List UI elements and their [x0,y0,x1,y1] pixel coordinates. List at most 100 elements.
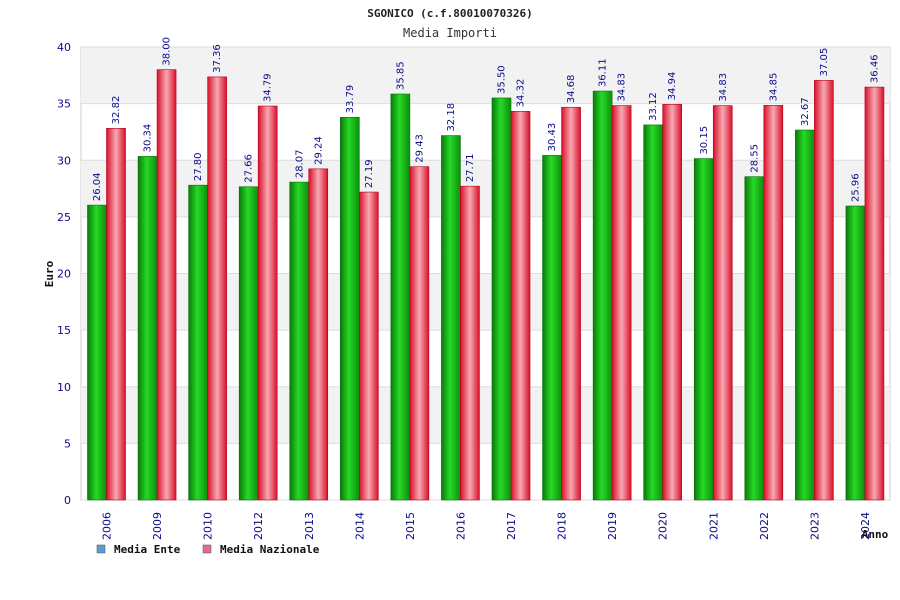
data-label: 30.15 [699,126,710,155]
data-label: 32.67 [800,97,811,126]
legend-label: Media Ente [114,543,181,556]
x-tick-label: 2017 [505,512,518,540]
legend: Media Ente Media Nazionale [96,543,320,556]
legend-swatch [202,544,212,554]
x-tick-label: 2012 [252,512,265,540]
y-tick-label: 15 [57,324,71,337]
data-label: 35.85 [395,61,406,90]
data-label: 32.18 [446,103,457,132]
bar-media-nazionale [207,76,227,501]
data-label: 36.46 [869,54,880,83]
bars [87,69,885,501]
bar-media-ente [643,124,663,501]
bar-media-ente [744,176,765,501]
data-label: 38.00 [162,37,173,66]
bar-media-ente [390,93,411,501]
y-axis-ticks: 0 5 10 15 20 25 30 35 40 [57,41,71,507]
data-label: 29.43 [414,134,425,163]
data-label: 34.94 [667,72,678,101]
bar-media-nazionale [257,105,278,501]
x-tick-label: 2024 [859,512,872,540]
legend-label: Media Nazionale [220,543,320,556]
x-tick-label: 2023 [808,512,821,540]
bar-media-ente [491,97,512,501]
bar-media-ente [289,181,310,501]
bar-media-ente [592,90,613,501]
y-axis-label: Euro [43,260,56,287]
bar-media-ente [238,186,259,501]
x-axis-label: Anno [862,528,889,541]
data-label: 36.11 [598,58,609,87]
data-label: 34.83 [617,73,628,102]
bar-media-ente [845,205,866,501]
bar-media-nazionale [611,105,632,501]
data-label: 26.04 [92,172,103,201]
x-tick-label: 2016 [454,512,467,540]
bar-media-nazionale [662,104,682,501]
plot-area: 26.04 32.82 30.34 38.00 27.80 37.36 27.66 34.79… [80,37,891,501]
y-tick-label: 10 [57,381,71,394]
data-label: 35.50 [497,65,508,94]
bar-media-nazionale [359,191,379,501]
bar-media-nazionale [156,69,177,501]
data-label: 28.07 [294,149,305,178]
data-label: 27.19 [364,159,375,188]
data-label: 30.34 [143,124,154,153]
chart-title: SGONICO (c.f.80010070326) [367,7,533,20]
bar-media-ente [188,184,208,501]
x-tick-label: 2015 [404,512,417,540]
bar-media-nazionale [460,185,480,501]
data-label: 37.05 [819,48,830,77]
bar-media-nazionale [712,105,733,501]
data-label: 32.82 [111,96,122,125]
data-label: 27.66 [244,154,255,183]
bar-media-ente [542,155,562,501]
bar-media-ente [693,158,714,501]
bar-media-ente [137,156,158,501]
x-axis-ticks: 2006 2009 2010 2012 2013 2014 2015 2016 2017 2018… [101,512,872,540]
y-tick-label: 40 [57,41,71,54]
data-label: 28.55 [749,144,760,173]
bar-media-ente [340,117,360,501]
bar-media-nazionale [864,86,885,501]
data-label: 33.79 [345,85,356,114]
y-tick-label: 30 [57,154,71,167]
data-label: 37.36 [212,44,223,73]
bar-media-nazionale [308,168,329,501]
bar-media-nazionale [409,166,430,501]
bar-media-ente [441,135,461,501]
x-tick-label: 2013 [303,512,316,540]
bar-media-nazionale [561,106,581,501]
y-tick-label: 5 [64,437,71,450]
bar-media-ente [795,129,815,501]
legend-item-media-ente: Media Ente [96,543,181,556]
data-label: 34.32 [516,79,527,108]
x-tick-label: 2018 [556,512,569,540]
legend-item-media-nazionale: Media Nazionale [202,543,320,556]
data-label: 34.85 [768,73,779,102]
x-tick-label: 2009 [151,512,164,540]
x-tick-label: 2022 [758,512,771,540]
bar-media-nazionale [814,80,834,501]
x-tick-label: 2010 [202,512,215,540]
data-label: 34.79 [263,73,274,102]
data-label: 27.71 [465,154,476,183]
data-label: 30.43 [547,123,558,152]
x-tick-label: 2014 [353,512,366,540]
data-label: 34.68 [566,75,577,104]
x-tick-label: 2019 [606,512,619,540]
legend-swatch [96,544,106,554]
x-tick-label: 2006 [101,512,114,540]
y-tick-label: 35 [57,98,71,111]
y-tick-label: 0 [64,494,71,507]
data-label: 25.96 [850,173,861,202]
x-tick-label: 2021 [707,512,720,540]
bar-media-nazionale [106,128,126,501]
y-tick-label: 20 [57,268,71,281]
y-tick-label: 25 [57,211,71,224]
bar-media-nazionale [763,105,784,501]
data-label: 33.12 [648,92,659,121]
data-label: 29.24 [313,136,324,165]
chart-subtitle: Media Importi [403,26,497,40]
